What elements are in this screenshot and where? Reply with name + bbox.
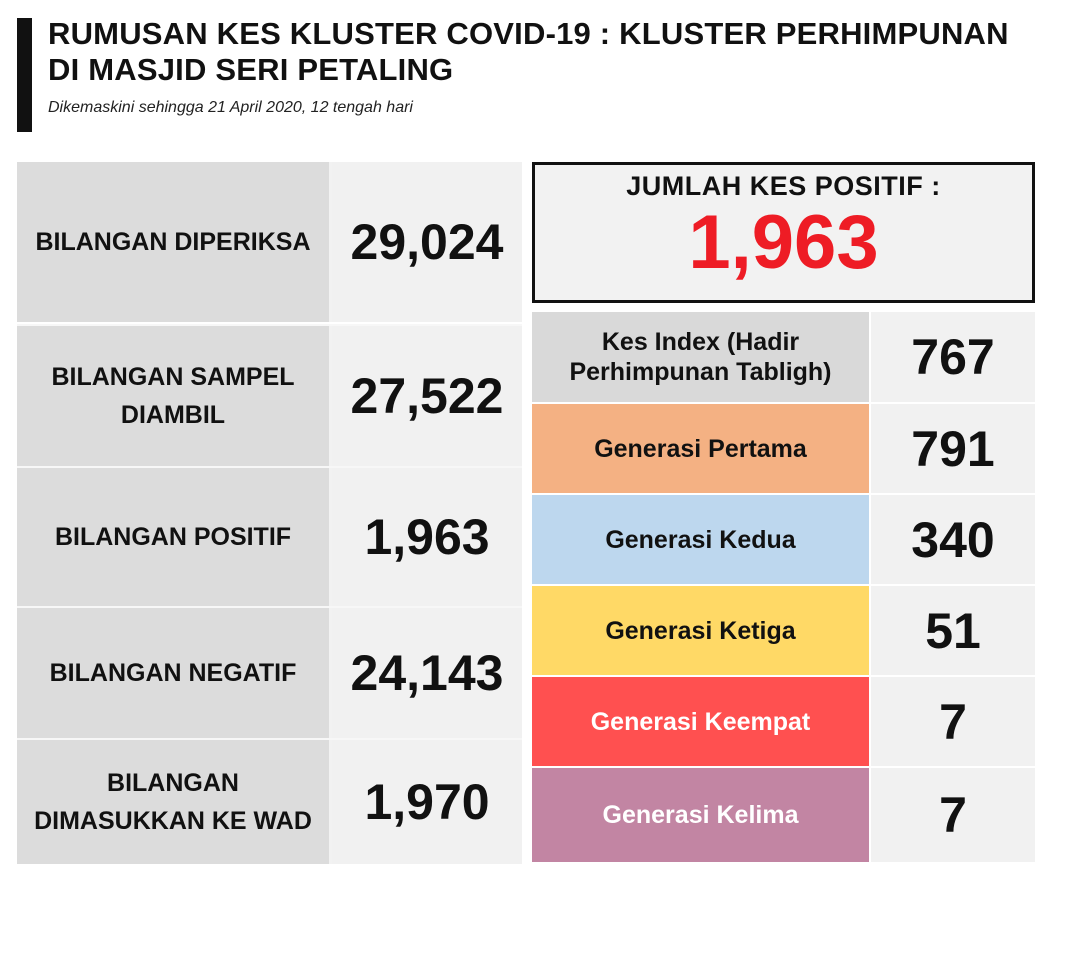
generation-value: 791 (869, 404, 1035, 493)
generation-table: Kes Index (Hadir Perhimpunan Tabligh) 76… (532, 312, 1035, 862)
summary-row-sampel: BILANGAN SAMPEL DIAMBIL 27,522 (17, 324, 522, 466)
summary-value: 27,522 (332, 326, 522, 466)
summary-value: 29,024 (332, 162, 522, 322)
summary-label: BILANGAN NEGATIF (17, 608, 332, 738)
summary-label: BILANGAN DIPERIKSA (17, 162, 332, 322)
title-line-2: DI MASJID SERI PETALING (48, 52, 454, 87)
summary-value: 1,970 (332, 740, 522, 864)
generation-value: 7 (869, 768, 1035, 862)
generation-label: Generasi Kelima (532, 768, 869, 862)
summary-row-positif: BILANGAN POSITIF 1,963 (17, 466, 522, 606)
summary-value: 1,963 (332, 468, 522, 606)
updated-timestamp: Dikemaskini sehingga 21 April 2020, 12 t… (48, 99, 413, 116)
generation-label: Generasi Pertama (532, 404, 869, 493)
generation-row: Generasi Keempat 7 (532, 677, 1035, 766)
summary-row-negatif: BILANGAN NEGATIF 24,143 (17, 606, 522, 738)
page-title: RUMUSAN KES KLUSTER COVID-19 : KLUSTER P… (48, 16, 1048, 88)
generation-label: Generasi Kedua (532, 495, 869, 584)
summary-label: BILANGAN SAMPEL DIAMBIL (17, 326, 332, 466)
generation-value: 340 (869, 495, 1035, 584)
total-label: JUMLAH KES POSITIF : (626, 171, 941, 201)
title-accent-bar (17, 18, 32, 132)
generation-row: Kes Index (Hadir Perhimpunan Tabligh) 76… (532, 312, 1035, 402)
summary-table: BILANGAN DIPERIKSA 29,024 BILANGAN SAMPE… (17, 162, 522, 864)
summary-label: BILANGAN POSITIF (17, 468, 332, 606)
generation-row: Generasi Ketiga 51 (532, 586, 1035, 675)
generation-value: 7 (869, 677, 1035, 766)
summary-label: BILANGAN DIMASUKKAN KE WAD (17, 740, 332, 864)
total-positive-box: JUMLAH KES POSITIF : 1,963 (532, 162, 1035, 303)
generation-row: Generasi Kedua 340 (532, 495, 1035, 584)
total-value: 1,963 (688, 200, 879, 285)
summary-row-diperiksa: BILANGAN DIPERIKSA 29,024 (17, 162, 522, 322)
generation-label: Generasi Ketiga (532, 586, 869, 675)
generation-value: 767 (869, 312, 1035, 402)
title-line-1: RUMUSAN KES KLUSTER COVID-19 : KLUSTER P… (48, 16, 1009, 51)
generation-row: Generasi Kelima 7 (532, 768, 1035, 862)
summary-value: 24,143 (332, 608, 522, 738)
generation-row: Generasi Pertama 791 (532, 404, 1035, 493)
summary-row-wad: BILANGAN DIMASUKKAN KE WAD 1,970 (17, 738, 522, 864)
generation-label: Kes Index (Hadir Perhimpunan Tabligh) (532, 312, 869, 402)
generation-label: Generasi Keempat (532, 677, 869, 766)
generation-value: 51 (869, 586, 1035, 675)
